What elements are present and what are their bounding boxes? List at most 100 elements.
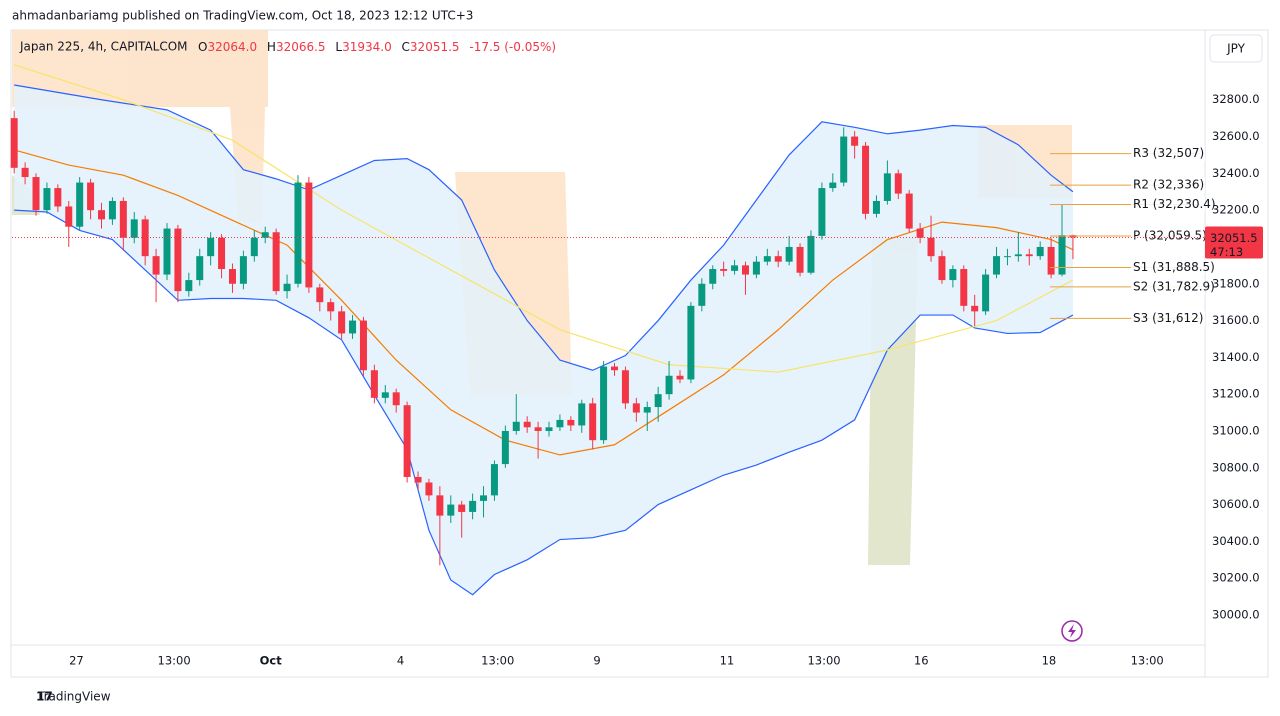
candle-body (1047, 246, 1055, 275)
y-tick-label: 31000.0 (1212, 423, 1260, 437)
x-tick-label: 18 (1042, 654, 1057, 668)
ohlc-key: C (402, 40, 410, 54)
candle-body (338, 311, 346, 334)
candle-body (643, 407, 651, 413)
candle-body (949, 269, 957, 281)
y-tick-label: 32600.0 (1212, 129, 1260, 143)
candle-body (676, 375, 684, 380)
candle-body (87, 182, 95, 211)
chart-frame (10, 29, 1269, 678)
candle-body (665, 375, 673, 395)
candle-body (272, 232, 280, 292)
candle-body (425, 482, 433, 496)
candle-body (687, 305, 695, 380)
x-tick-label: 13:00 (158, 654, 191, 668)
candle-body (982, 274, 990, 312)
candle-body (796, 246, 804, 273)
candle-body (447, 504, 455, 516)
candle-body (239, 256, 247, 284)
candle-body (207, 237, 215, 257)
candle-body (905, 193, 913, 229)
x-tick-label: 27 (69, 654, 84, 668)
moving-average (13, 64, 1074, 373)
candle-body (76, 182, 84, 227)
candle-body (152, 256, 160, 275)
candle-body (403, 405, 411, 477)
candle-body (512, 421, 520, 431)
candle-body (1014, 254, 1022, 257)
candle-body (480, 495, 488, 501)
pivot-label-bg (1131, 196, 1205, 213)
candle-body (807, 235, 815, 273)
alert-icon[interactable] (1061, 620, 1083, 642)
pivot-label: R3 (32,507) (1133, 146, 1204, 160)
ohlc-value: 32051.5 (410, 40, 460, 54)
candle-body (927, 237, 935, 257)
candle-body (21, 167, 29, 178)
candle-body (916, 228, 924, 238)
y-tick-label: 32800.0 (1212, 92, 1260, 106)
candle-body (359, 320, 367, 371)
price-label: 32051.5 (1210, 231, 1258, 245)
candle-body (327, 302, 335, 312)
x-tick-label: 11 (720, 654, 735, 668)
candle-body (108, 200, 116, 220)
candle-body (545, 427, 553, 431)
x-tick-label: 13:00 (481, 654, 514, 668)
ohlc-key: O (198, 40, 207, 54)
candle-body (1003, 256, 1011, 258)
candle-body (10, 118, 18, 168)
candle-body (218, 237, 226, 270)
candle-body (1025, 254, 1033, 257)
candle-body (720, 269, 728, 271)
candle-body (283, 283, 291, 292)
alert-bolt (1068, 624, 1076, 638)
countdown: 47:13 (1210, 245, 1243, 259)
candle-body (851, 136, 859, 146)
candle-body (43, 188, 51, 211)
ohlc-value: 32066.5 (276, 40, 326, 54)
ohlc-key: L (335, 40, 342, 54)
candle-body (894, 173, 902, 194)
candle-body (752, 261, 760, 275)
y-tick-label: 31600.0 (1212, 313, 1260, 327)
band-lower (14, 209, 1074, 596)
candle-body (709, 269, 717, 284)
candle-body (1058, 235, 1066, 275)
candle-body (741, 265, 749, 275)
pivot-label-bg (1131, 278, 1205, 295)
band-upper (14, 84, 1074, 371)
pivot-label: S3 (31,612) (1133, 311, 1203, 325)
x-tick-label: Oct (260, 654, 283, 668)
ohlc-value: 32064.0 (207, 40, 257, 54)
candle-body (698, 283, 706, 306)
pivot-label: S1 (31,888.5) (1133, 260, 1215, 274)
brand-logo: 𝟭𝟳 (36, 690, 53, 704)
candle-body (32, 177, 40, 211)
candle-body (523, 421, 531, 428)
candle-body (141, 219, 149, 257)
currency[interactable]: JPY (1226, 42, 1246, 56)
ohlc-key: H (267, 40, 276, 54)
candle-body (556, 419, 564, 428)
candle-body (840, 136, 848, 183)
candle-body (763, 256, 771, 262)
candle-body (632, 403, 640, 413)
y-tick-label: 31400.0 (1212, 350, 1260, 364)
candle-body (501, 430, 509, 465)
candle-body (185, 280, 193, 292)
candle-body (349, 320, 357, 334)
candle-body (731, 265, 739, 271)
candle-body (971, 305, 979, 312)
ohlc: O32064.0 H32066.5 L31934.0 C32051.5 -17.… (198, 40, 556, 54)
candle-body (250, 237, 258, 257)
candle-body (261, 232, 269, 238)
candle-body (578, 403, 586, 426)
candle-body (174, 228, 182, 292)
candle-body (228, 269, 236, 284)
currency-button[interactable] (1209, 34, 1263, 63)
candle-body (960, 269, 968, 306)
y-tick-label: 31800.0 (1212, 276, 1260, 290)
candle-body (392, 392, 400, 406)
